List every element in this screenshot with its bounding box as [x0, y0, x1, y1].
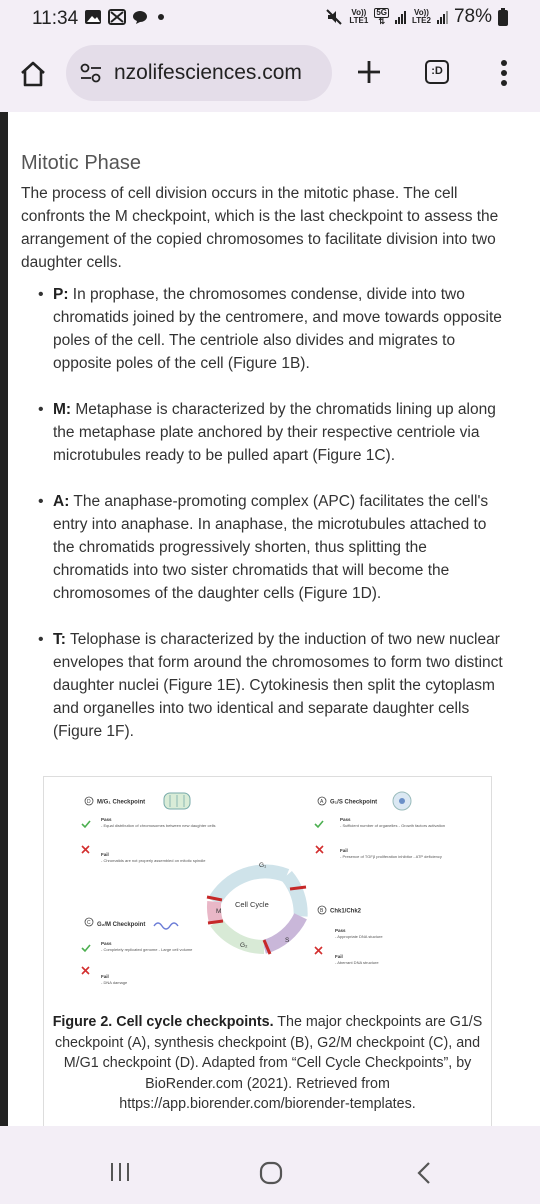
svg-text:- Completely replicated genome: - Completely replicated genome - Large c…	[101, 947, 193, 952]
svg-text:Fail: Fail	[101, 852, 109, 857]
svg-text:Pass: Pass	[101, 817, 112, 822]
checkpoint-letter-badge	[317, 905, 327, 915]
left-edge-bar	[0, 112, 8, 1126]
tab-switcher-icon[interactable]: :D	[425, 60, 449, 84]
fail-x-icon	[314, 946, 323, 955]
list-item: A: The anaphase-promoting complex (APC) …	[38, 490, 505, 605]
g1s-marker	[289, 885, 307, 891]
fail-x-icon	[81, 966, 90, 975]
list-item: T: Telophase is characterized by the ind…	[38, 628, 505, 743]
intro-paragraph: The process of cell division occurs in t…	[21, 185, 499, 271]
s-marker	[262, 939, 272, 955]
dividing-cell-icon	[163, 792, 191, 810]
browser-toolbar: nzolifesciences.com :D	[0, 38, 540, 112]
status-bar: 11:34 Vo)) LTE1 5G ⇅ Vo)) LTE2 78%	[0, 0, 540, 38]
svg-text:D: D	[87, 799, 91, 805]
cell-cycle-figure: Cell Cycle G₁ S G₂ M D M/G₁ Checkpoint P…	[43, 776, 492, 1128]
svg-text:Pass: Pass	[335, 928, 346, 933]
svg-text:- Equal distribution of chromo: - Equal distribution of chromosomes betw…	[101, 823, 216, 828]
svg-text:Fail: Fail	[335, 954, 343, 959]
pass-check-icon	[81, 944, 91, 953]
g2-label: G₂	[240, 942, 248, 949]
back-icon[interactable]	[415, 1160, 433, 1186]
chk-checkpoint: B Chk1/Chk2 Pass - Appropriate DNA stuct…	[314, 905, 383, 965]
address-bar[interactable]: nzolifesciences.com	[66, 45, 332, 101]
svg-text:- Appropriate DNA stucture: - Appropriate DNA stucture	[335, 934, 383, 939]
qr-notification-icon	[108, 9, 126, 25]
network-indicator: 5G ⇅	[374, 8, 389, 26]
battery-percent: 78%	[453, 6, 492, 27]
fail-x-icon	[315, 845, 324, 854]
chat-notification-icon	[133, 11, 147, 24]
signal2-icon	[436, 10, 448, 24]
dna-icon	[153, 922, 179, 930]
g2m-marker	[207, 919, 224, 925]
svg-text:- Presence of TGFβ proliferati: - Presence of TGFβ proliferation inhibit…	[340, 854, 442, 859]
svg-text:G₂/M Checkpoint: G₂/M Checkpoint	[97, 922, 145, 928]
g2m-checkpoint: C G₂/M Checkpoint Pass - Completely repl…	[81, 917, 193, 985]
svg-text:C: C	[87, 920, 91, 926]
svg-text:- DNA damage: - DNA damage	[101, 980, 128, 985]
svg-text:G₁/S Checkpoint: G₁/S Checkpoint	[330, 800, 377, 806]
svg-text:Fail: Fail	[340, 848, 348, 853]
home-icon[interactable]	[18, 60, 48, 88]
svg-text:- Aberrant DNA structure: - Aberrant DNA structure	[335, 960, 379, 965]
svg-text:Pass: Pass	[340, 817, 351, 822]
svg-text:M/G₁ Checkpoint: M/G₁ Checkpoint	[97, 800, 145, 806]
checkpoint-letter-badge	[317, 796, 327, 806]
checkpoint-letter-badge	[84, 796, 94, 806]
g1s-checkpoint: A G₁/S Checkpoint Pass - Sufficient numb…	[314, 791, 445, 859]
site-settings-icon[interactable]	[80, 63, 102, 83]
notification-icons	[84, 9, 168, 25]
battery-icon	[498, 8, 508, 26]
g2-arc	[210, 917, 265, 955]
svg-text:Pass: Pass	[101, 941, 112, 946]
svg-text:Chk1/Chk2: Chk1/Chk2	[330, 909, 362, 915]
svg-text:- Chromatids are not properly: - Chromatids are not properly assembled …	[101, 858, 206, 863]
section-heading: Mitotic Phase	[21, 152, 142, 174]
system-nav-bar	[0, 1126, 540, 1204]
g1-label: G₁	[259, 862, 267, 869]
g1-arc-2	[281, 871, 308, 917]
s-label: S	[285, 937, 290, 944]
new-tab-icon[interactable]	[356, 59, 382, 85]
pass-check-icon	[314, 820, 324, 829]
cell-cycle-label: Cell Cycle	[235, 900, 269, 909]
mute-icon	[326, 9, 343, 25]
g1-arc	[208, 864, 290, 906]
svg-text:A: A	[320, 799, 324, 805]
cell-cycle-diagram: Cell Cycle G₁ S G₂ M D M/G₁ Checkpoint P…	[81, 791, 445, 985]
list-item: M: Metaphase is characterized by the chr…	[38, 398, 505, 467]
sim2-indicator: Vo)) LTE2	[412, 8, 431, 25]
dot-notification-icon	[158, 14, 164, 20]
sim1-indicator: Vo)) LTE1	[349, 8, 369, 25]
gallery-notification-icon	[85, 10, 101, 24]
checkpoint-letter-badge	[84, 917, 94, 927]
status-time: 11:34	[32, 8, 79, 29]
m-label: M	[216, 908, 221, 915]
more-options-icon[interactable]	[498, 58, 510, 88]
figure-caption: Figure 2. Cell cycle checkpoints. The ma…	[52, 1014, 483, 1112]
pass-check-icon	[81, 820, 91, 829]
home-nav-icon[interactable]	[258, 1160, 284, 1186]
s-arc	[261, 912, 307, 954]
svg-text:- Sufficient number of organel: - Sufficient number of organelles - Grow…	[340, 823, 445, 828]
mg1-marker	[206, 895, 223, 902]
page-content: Mitotic Phase The process of cell divisi…	[0, 112, 540, 1128]
recent-apps-icon[interactable]	[109, 1161, 131, 1183]
mg1-checkpoint: D M/G₁ Checkpoint Pass - Equal distribut…	[81, 792, 216, 863]
url-text: nzolifesciences.com	[114, 61, 302, 84]
signal1-icon	[395, 10, 406, 24]
fail-x-icon	[81, 845, 90, 854]
list-item: P: In prophase, the chromosomes condense…	[38, 283, 505, 375]
svg-text:B: B	[320, 908, 324, 914]
status-right: Vo)) LTE1 5G ⇅ Vo)) LTE2 78%	[325, 6, 508, 28]
cell-cycle-ring: Cell Cycle G₁ S G₂ M	[206, 862, 308, 955]
svg-text:Fail: Fail	[101, 974, 109, 979]
phase-list: P: In prophase, the chromosomes condense…	[38, 283, 505, 766]
